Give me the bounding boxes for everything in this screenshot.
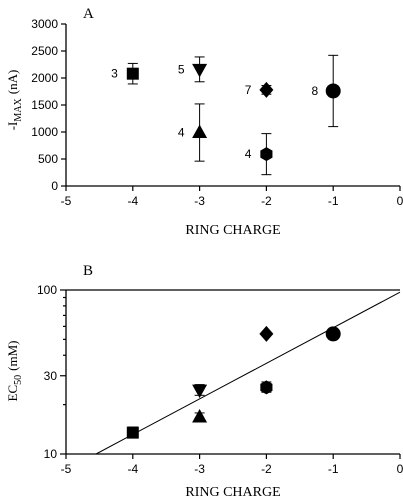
- panel-a-point-0: [126, 67, 139, 80]
- panel-a-point-3: [259, 81, 274, 98]
- panel-a-y-axis-main: -I: [5, 122, 20, 131]
- panel-a-x-tick-label-1: -4: [127, 194, 138, 208]
- panel-a-x-tick-label-5: 0: [397, 194, 403, 208]
- panel-a-point-4: [260, 147, 273, 162]
- panel-b-y-axis-sub: 50: [13, 375, 24, 385]
- panel-a-x-tick-label-2: -3: [194, 194, 205, 208]
- panel-a-x-tick-label-3: -2: [261, 194, 272, 208]
- panel-a-y-axis-title: -IMAX (nA): [5, 70, 24, 131]
- panel-b-point-4: [260, 380, 273, 395]
- panel-a-y-tick-label-1: 500: [38, 152, 58, 166]
- panel-a-point-2: [192, 124, 208, 139]
- panel-a-y-tick-label-4: 2000: [31, 71, 58, 85]
- panel-a: A RING CHARGE -IMAX (nA) -5 -4 -3 -2 -1 0 0 500 1…: [5, 6, 403, 238]
- panel-a-point-label-3: 7: [245, 83, 252, 97]
- panel-a-y-tick-label-3: 1500: [31, 98, 58, 112]
- panel-a-point-label-2: 4: [178, 126, 185, 140]
- panel-b-x-tick-label-1: -4: [127, 462, 138, 476]
- panel-a-y-tick-label-5: 2500: [31, 44, 58, 58]
- panel-b-y-tick-label-0: 10: [44, 447, 58, 461]
- panel-a-x-axis-title: RING CHARGE: [185, 223, 280, 238]
- panel-b-point-0: [126, 426, 139, 439]
- panel-a-point-label-5: 8: [312, 84, 319, 98]
- panel-b-y-tick-label-2: 100: [37, 283, 57, 297]
- panel-a-y-axis-unit: (nA): [5, 70, 20, 95]
- panel-b-point-5: [325, 326, 341, 342]
- panel-a-y-tick-label-6: 3000: [31, 17, 58, 31]
- panel-a-point-label-1: 5: [178, 62, 185, 76]
- panel-b: B RING CHARGE EC50 (mM) -5 -4 -3 -2 -1 0 10 30 10…: [5, 263, 403, 500]
- panel-b-point-3: [259, 325, 274, 342]
- panel-b-x-tick-label-4: -1: [328, 462, 339, 476]
- panel-b-y-axis-unit: (mM): [5, 341, 20, 371]
- panel-b-x-tick-label-5: 0: [397, 462, 403, 476]
- panel-b-fit-line: [95, 291, 401, 455]
- panel-a-y-tick-label-2: 1000: [31, 125, 58, 139]
- panel-b-x-axis-title: RING CHARGE: [185, 485, 280, 500]
- panel-a-point-label-4: 4: [245, 147, 252, 161]
- panel-b-point-1: [192, 384, 208, 399]
- panel-b-x-tick-label-3: -2: [261, 462, 272, 476]
- panel-b-point-2: [192, 409, 208, 423]
- panel-b-y-axis-title: EC50 (mM): [5, 341, 24, 402]
- panel-a-point-1: [192, 63, 208, 78]
- panel-a-point-label-0: 3: [111, 67, 118, 81]
- panel-a-point-5: [325, 83, 341, 99]
- panel-a-letter: A: [83, 6, 94, 22]
- panel-b-x-tick-label-0: -5: [61, 462, 72, 476]
- panel-a-y-tick-label-0: 0: [51, 179, 58, 193]
- panel-b-y-axis-main: EC: [5, 385, 20, 402]
- panel-b-letter: B: [83, 263, 93, 279]
- panel-b-x-tick-label-2: -3: [194, 462, 205, 476]
- panel-a-y-axis-sub: MAX: [13, 97, 24, 121]
- panel-a-x-tick-label-4: -1: [328, 194, 339, 208]
- panel-b-y-tick-label-1: 30: [44, 369, 58, 383]
- panel-a-x-tick-label-0: -5: [61, 194, 72, 208]
